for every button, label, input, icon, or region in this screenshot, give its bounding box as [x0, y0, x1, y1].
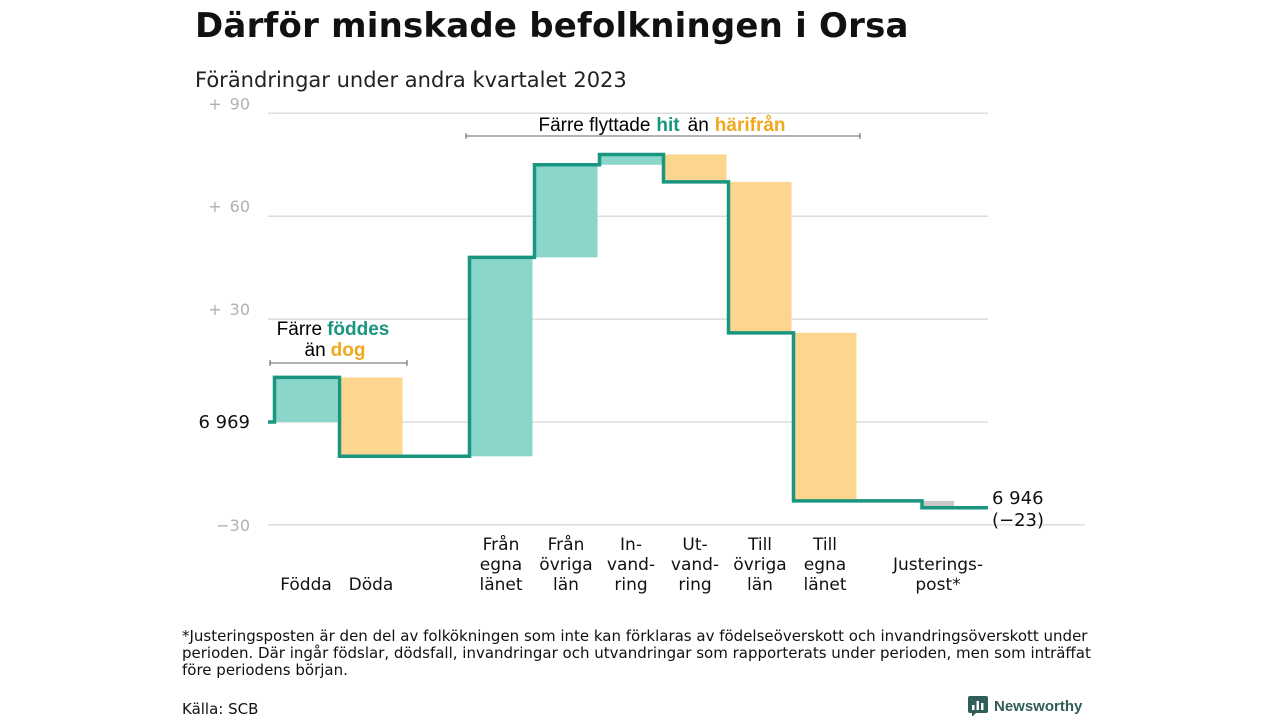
waterfall-bar [339, 377, 403, 457]
category-label: övriga [733, 555, 786, 575]
category-label: Födda [280, 575, 332, 595]
chart-subtitle: Förändringar under andra kvartalet 2023 [195, 68, 627, 92]
category-label: vand- [607, 555, 655, 575]
y-tick-label: 30 [230, 300, 250, 319]
brand-name: Newsworthy [994, 697, 1083, 715]
waterfall-bar [663, 154, 727, 182]
waterfall-bar [469, 257, 533, 457]
migration-annotation-text: Färre flyttade [538, 115, 650, 136]
category-label: ring [614, 575, 647, 595]
y-tick-prefix: + [208, 300, 221, 319]
waterfall-bar [534, 164, 598, 258]
end-change-label: (−23) [992, 510, 1044, 531]
category-label: Från [483, 534, 520, 555]
deaths-annotation-highlight: dog [331, 340, 366, 361]
waterfall-bar [922, 500, 954, 508]
category-label: post* [915, 575, 960, 595]
end-value-label: 6 946 [992, 488, 1044, 509]
births-annotation-highlight: föddes [327, 319, 389, 340]
category-label: länet [479, 575, 522, 595]
births-annotation-line2: än dog [305, 340, 366, 361]
waterfall-bar [728, 181, 792, 333]
source-label: Källa: SCB [182, 700, 259, 718]
waterfall-bar [793, 332, 857, 501]
y-tick-label: 90 [230, 94, 250, 113]
y-tick-label: −30 [216, 516, 250, 535]
waterfall-bar [274, 377, 338, 422]
category-label: Ut- [682, 535, 707, 555]
brand-logo[interactable]: Newsworthy [968, 696, 1082, 716]
chart-title: Därför minskade befolkningen i Orsa [195, 6, 909, 46]
category-label: övriga [539, 555, 592, 575]
migration-annotation-harifran: härifrån [715, 115, 786, 136]
category-label: Till [812, 535, 837, 555]
category-label: Från [548, 534, 585, 555]
category-label: egna [804, 555, 846, 575]
category-label: länet [803, 575, 846, 595]
category-label: Till [747, 535, 772, 555]
y-tick-prefix: + [208, 94, 221, 113]
newsworthy-logo-icon [968, 696, 988, 716]
population-step-line [268, 152, 988, 510]
waterfall-bar [599, 154, 663, 165]
category-label: län [747, 575, 773, 595]
migration-annotation-hit: hit [656, 115, 680, 136]
births-annotation-text: Färre [277, 319, 322, 340]
category-label: Justerings- [892, 555, 983, 575]
category-label: vand- [671, 555, 719, 575]
births-annotation-line1: Färre föddes [277, 319, 390, 340]
footnote: *Justeringsposten är den del av folkökni… [182, 627, 1091, 679]
migration-annotation-mid: än [688, 115, 709, 136]
category-label: egna [480, 555, 522, 575]
y-tick-label: 60 [230, 197, 250, 216]
category-label: Döda [349, 575, 394, 595]
births-annotation-text2: än [305, 340, 326, 361]
start-value-label: 6 969 [198, 412, 250, 433]
y-tick-prefix: + [208, 197, 221, 216]
category-label: ring [678, 575, 711, 595]
migration-annotation: Färre flyttade hit än härifrån [538, 115, 785, 136]
category-label: län [553, 575, 579, 595]
category-label: In- [620, 535, 642, 555]
